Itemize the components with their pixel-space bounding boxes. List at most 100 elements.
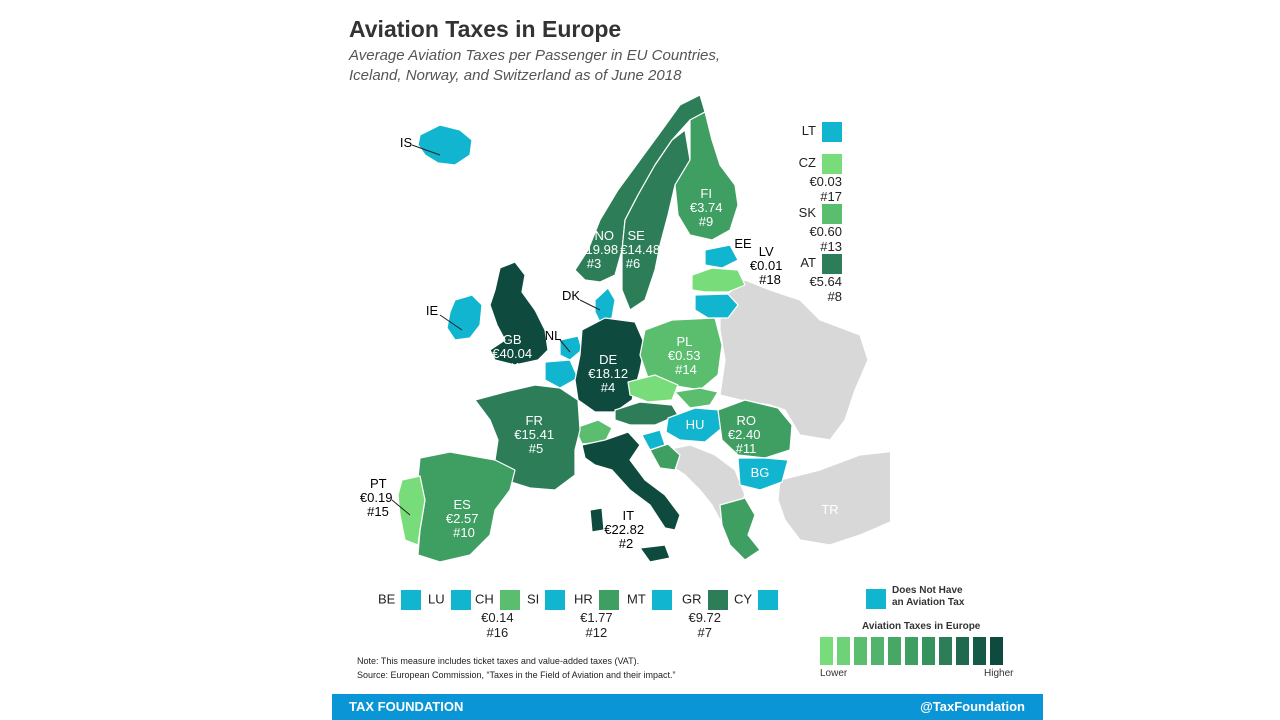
leader-line-dk [579,299,601,311]
map-label-se: SE €14.48 #6 [620,228,663,271]
map-country-be [544,359,579,389]
side-legend-lt-swatch [822,122,842,142]
map-label-it-value: €22.82 [604,522,644,537]
map-label-fi-code: FI [700,186,712,201]
map-label-de-value: €18.12 [588,366,628,381]
scale-title: Aviation Taxes in Europe [862,621,981,632]
bottom-legend-lu-swatch [450,590,471,610]
map-label-de: DE €18.12 #4 [588,352,631,395]
side-legend-cz-code: CZ [798,155,816,171]
bottom-legend-lu: LU [428,590,471,610]
side-legend-sk-code: SK [798,205,816,221]
side-legend-at-swatch [822,254,842,274]
bottom-legend-mt-code: MT [627,591,646,607]
side-legend-at: AT €5.64 #8 [790,254,842,304]
map-label-pt: PT €0.19 #15 [360,476,396,519]
map-label-de-rank: #4 [601,380,615,395]
bottom-legend-mt-swatch [651,590,672,610]
scale-low-label: Lower [820,668,848,679]
map-label-es-value: €2.57 [446,511,479,526]
map-label-pt-rank: #15 [367,504,389,519]
map-country-fi [674,111,739,241]
subtitle-line-2: Iceland, Norway, and Switzerland as of J… [349,67,682,84]
side-legend-sk: SK €0.60 #13 [790,204,842,254]
bottom-legend-cy: CY [734,590,779,610]
map-region-russia-belarus-ukraine [719,279,869,441]
map-label-gb-code: GB [503,332,522,347]
scale-step-7 [922,637,935,665]
no-tax-label-line-2: an Aviation Tax [892,597,965,608]
bottom-legend-ch-value: €0.14 [481,610,514,625]
map-country-hu [665,407,723,443]
map-label-is: IS [400,135,413,150]
map-label-se-code: SE [628,228,646,243]
europe-map: IS IE GB €40.04 #1 NL DK NO €19.98 #3 SE… [360,94,890,563]
map-region-turkey [777,451,890,546]
map-label-fr-value: €15.41 [514,427,554,442]
bottom-legend-hr: HR €1.77 #12 [574,590,619,640]
bottom-legend-ch-code: CH [475,591,494,607]
bottom-legend-ch-swatch [499,590,520,610]
map-label-it-code: IT [623,508,635,523]
side-legend-sk-swatch [822,204,842,224]
map-country-ro [717,399,793,459]
map-label-bg: BG [751,465,770,480]
footer-handle[interactable]: @TaxFoundation [920,699,1025,714]
map-country-ee [704,244,739,269]
map-label-fr-code: FR [526,413,543,428]
map-label-no: NO €19.98 #3 [578,228,621,271]
bottom-legend-mt: MT [627,590,672,610]
map-country-it-sicily [639,544,671,563]
map-label-de-code: DE [599,352,617,367]
footer-bar: TAX FOUNDATION @TaxFoundation [332,694,1043,720]
scale-step-3 [854,637,867,665]
bottom-legend-hr-swatch [598,590,619,610]
map-label-es: ES €2.57 #10 [446,497,482,540]
map-label-lv-value: €0.01 [750,258,783,273]
bottom-legend-gr-code: GR [682,591,702,607]
bottom-legend-ch: CH €0.14 #16 [475,590,520,640]
subtitle: Average Aviation Taxes per Passenger in … [349,46,749,86]
bottom-legend-si-code: SI [527,591,540,607]
bottom-legend-ch-rank: #16 [486,625,509,640]
map-country-gb [489,261,549,366]
footer-org: TAX FOUNDATION [349,699,464,714]
bottom-legend-be-swatch [401,590,422,610]
scale-step-6 [905,637,918,665]
map-label-fr-rank: #5 [529,441,543,456]
leader-line-ie [439,314,463,331]
source-line: Source: European Commission, “Taxes in t… [357,670,676,680]
map-label-gb: GB €40.04 #1 [492,332,535,375]
leader-line-nl [559,339,571,353]
map-label-no-value: €19.98 [578,242,618,257]
map-label-pl-rank: #14 [675,362,697,377]
map-label-se-value: €14.48 [620,242,660,257]
map-country-ie [446,294,483,341]
side-legend-lt: LT [790,122,842,142]
map-label-hu: HU [686,417,705,432]
page-title: Aviation Taxes in Europe [349,16,622,42]
map-country-cz [627,374,679,403]
leader-line-is [411,144,441,156]
side-legend-cz-rank: #17 [820,189,842,204]
scale-step-10 [973,637,986,665]
map-label-pl-code: PL [676,334,692,349]
bottom-legend-be-code: BE [378,591,396,607]
map-label-gb-value: €40.04 [492,346,532,361]
no-tax-swatch [866,589,886,609]
bottom-legend-cy-swatch [758,590,779,610]
scale-step-11 [990,637,1003,665]
map-label-pt-code: PT [370,476,387,491]
map-country-it [581,431,681,531]
scale-high-label: Higher [984,668,1014,679]
side-legend-sk-rank: #13 [820,239,842,254]
map-country-gr [719,497,761,561]
map-label-ro-code: RO [736,413,756,428]
bottom-legend-lu-code: LU [428,591,445,607]
map-label-fr: FR €15.41 #5 [514,413,557,456]
map-country-pt [397,475,426,546]
bottom-legend-gr-rank: #7 [697,625,712,640]
bottom-legend-si-swatch [545,590,566,610]
bottom-legend-hr-value: €1.77 [580,610,613,625]
scale-step-4 [871,637,884,665]
